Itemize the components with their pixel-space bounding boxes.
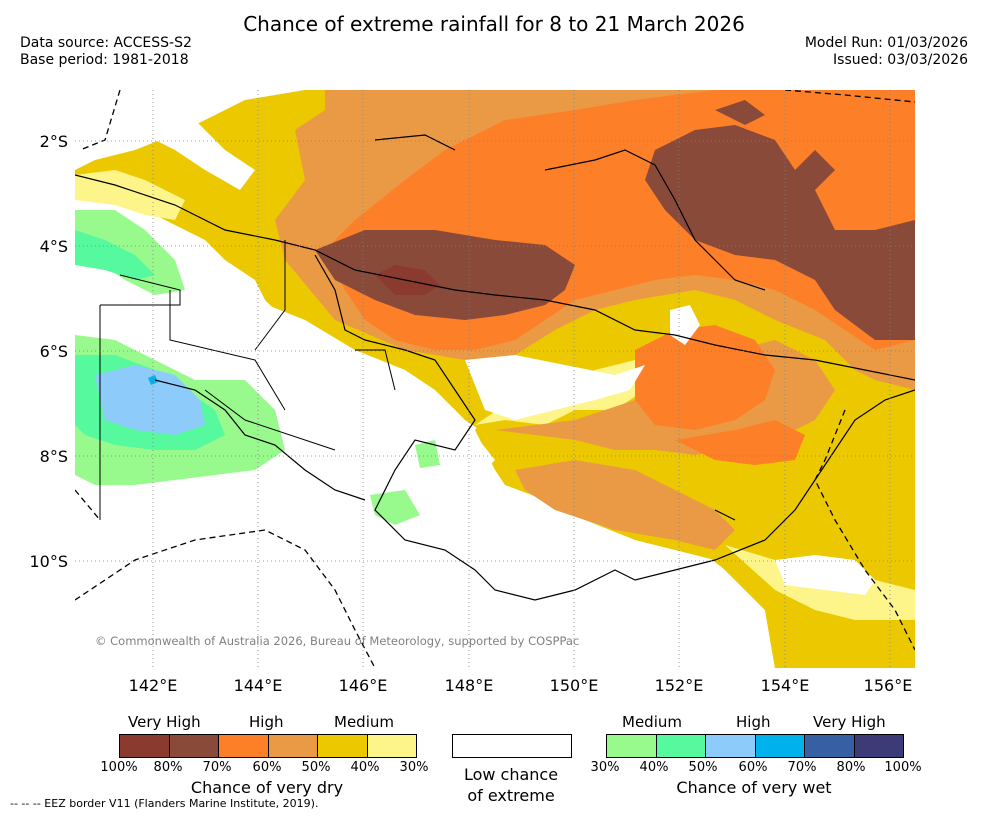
- lon-label-156e: 156°E: [863, 676, 913, 695]
- eez-footer-note: -- -- -- EEZ border V11 (Flanders Marine…: [10, 797, 319, 810]
- zone-wet-medium-4: [415, 440, 440, 468]
- zone-dry-light-2: [725, 545, 915, 620]
- legend-dry-very-high: Very High: [128, 713, 201, 731]
- zone-dry-brown-3: [715, 100, 765, 125]
- lon-label-146e: 146°E: [338, 676, 388, 695]
- coastlines: [75, 134, 915, 601]
- zone-dry-orange-3: [675, 420, 805, 465]
- base-period: Base period: 1981-2018: [20, 52, 189, 68]
- legend-wet-high: High: [736, 713, 771, 731]
- legend-wet-tick: 60%: [738, 760, 768, 775]
- legend-dry-tick: 80%: [153, 760, 183, 775]
- data-source: Data source: ACCESS-S2: [20, 35, 192, 51]
- zone-wet-bluelight: [95, 365, 205, 435]
- lon-label-150e: 150°E: [549, 676, 599, 695]
- legend-wet-tick: 50%: [688, 760, 718, 775]
- legend-dry-swatches: [119, 734, 417, 758]
- zone-wet-high-west: [75, 230, 155, 280]
- lat-label-4s: 4°S: [39, 237, 68, 256]
- legend-dry-tick: 100%: [100, 760, 138, 775]
- legend-dry-swatch: [318, 735, 368, 757]
- border-lines: [99, 240, 396, 520]
- zone-dry-brown-2: [645, 125, 915, 340]
- zone-wet-cyan-dot: [148, 375, 158, 385]
- legend-wet-swatch: [854, 735, 903, 757]
- legend-low-caption: Low chance of extreme: [432, 764, 590, 806]
- zone-low-se: [775, 555, 875, 595]
- legend-dry-swatch: [120, 735, 170, 757]
- legend-dry-swatch: [367, 735, 416, 757]
- legend-dry-swatch: [219, 735, 269, 757]
- legend-dry-tick: 60%: [252, 760, 282, 775]
- meta-right: Model Run: 01/03/2026 Issued: 03/03/2026: [805, 35, 968, 69]
- lat-label-10s: 10°S: [29, 552, 68, 571]
- map-title: Chance of extreme rainfall for 8 to 21 M…: [243, 12, 745, 36]
- legend-dry-high: High: [249, 713, 284, 731]
- zone-low-north: [75, 90, 255, 190]
- zone-low-south: [75, 420, 675, 668]
- legend-dry-tick: 50%: [301, 760, 331, 775]
- legend-wet-tick: 80%: [836, 760, 866, 775]
- legend-wet-swatch: [706, 735, 756, 757]
- issued-date: Issued: 03/03/2026: [833, 52, 968, 68]
- legend-low-line2: of extreme: [467, 786, 555, 805]
- lat-label-6s: 6°S: [39, 342, 68, 361]
- zone-low-island: [670, 305, 700, 345]
- zone-dry-light: [75, 170, 185, 220]
- legend-low-swatch: [452, 734, 572, 758]
- legend-dry-swatch: [169, 735, 219, 757]
- legend-dry-tick: 70%: [202, 760, 232, 775]
- legend-wet-swatch: [755, 735, 805, 757]
- lat-label-8s: 8°S: [39, 447, 68, 466]
- lon-label-148e: 148°E: [444, 676, 494, 695]
- lon-label-144e: 144°E: [233, 676, 283, 695]
- copyright-text: © Commonwealth of Australia 2026, Bureau…: [95, 634, 579, 648]
- zone-low-mid: [465, 355, 645, 420]
- legend-wet-tick: 70%: [787, 760, 817, 775]
- legend-dry-tick: 40%: [350, 760, 380, 775]
- model-run: Model Run: 01/03/2026: [804, 35, 968, 51]
- meta-left: Data source: ACCESS-S2 Base period: 1981…: [20, 35, 192, 69]
- legend-dry-tick: 30%: [399, 760, 429, 775]
- legend-wet-caption: Chance of very wet: [676, 778, 832, 797]
- legend-wet-tick: 30%: [590, 760, 620, 775]
- lat-label-2s: 2°S: [39, 132, 68, 151]
- zone-dry-brown: [315, 230, 575, 320]
- legend-wet-swatch: [805, 735, 855, 757]
- legend-wet-medium: Medium: [622, 713, 682, 731]
- lon-label-142e: 142°E: [128, 676, 178, 695]
- legend-wet-swatches: [606, 734, 904, 758]
- zone-wet-medium-3: [370, 490, 420, 525]
- legend-low-line1: Low chance: [463, 765, 559, 784]
- legend-dry-swatch: [268, 735, 318, 757]
- legend-wet-swatch: [607, 735, 657, 757]
- legend-wet-very-high: Very High: [813, 713, 886, 731]
- zone-dry-tan-3: [515, 460, 735, 550]
- zone-low-centre: [245, 300, 495, 540]
- gridlines: [75, 90, 915, 668]
- rainfall-map: © Commonwealth of Australia 2026, Bureau…: [75, 90, 915, 668]
- legend-wet-swatch: [656, 735, 706, 757]
- zone-low-east: [535, 605, 725, 668]
- legend-dry-caption: Chance of very dry: [190, 778, 344, 797]
- lon-label-152e: 152°E: [654, 676, 704, 695]
- legend-dry-medium: Medium: [334, 713, 394, 731]
- eez-borders: [75, 90, 915, 668]
- legend-wet-tick: 40%: [639, 760, 669, 775]
- legend-wet-tick: 100%: [884, 760, 922, 775]
- lon-label-154e: 154°E: [760, 676, 810, 695]
